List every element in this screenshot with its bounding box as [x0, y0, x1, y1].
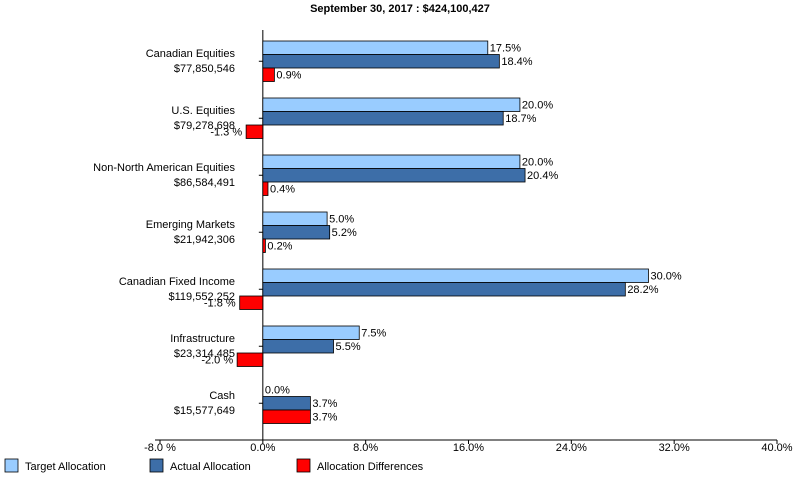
bar	[245, 124, 264, 139]
bar	[262, 396, 311, 411]
value-label: 20.4%	[527, 170, 558, 182]
bar	[262, 339, 334, 354]
bar	[262, 154, 521, 169]
x-tick-label: 32.0%	[659, 442, 690, 454]
bar	[262, 282, 626, 297]
value-label: -1.8 %	[204, 298, 236, 310]
bar	[262, 97, 521, 112]
value-label: 5.2%	[332, 227, 357, 239]
bar	[262, 409, 311, 424]
value-label: 20.0%	[522, 100, 553, 112]
chart-title: September 30, 2017 : $424,100,427	[310, 3, 490, 15]
legend-swatch	[4, 458, 19, 473]
value-label: 28.2%	[627, 284, 658, 296]
bar	[262, 168, 526, 183]
category-label: Canadian Fixed Income	[119, 276, 235, 288]
value-label: 5.0%	[329, 214, 354, 226]
bar	[262, 325, 360, 340]
value-label: 3.7%	[312, 398, 337, 410]
value-label: 3.7%	[312, 412, 337, 424]
category-amount: $77,850,546	[174, 63, 235, 75]
bar	[262, 111, 504, 126]
category-label: Emerging Markets	[146, 219, 236, 231]
value-label: 20.0%	[522, 157, 553, 169]
value-label: 18.7%	[505, 113, 536, 125]
value-label: 18.4%	[501, 56, 532, 68]
bar	[262, 225, 331, 240]
bar	[239, 295, 264, 310]
category-label: Non-North American Equities	[93, 162, 235, 174]
x-tick-label: -8.0 %	[144, 442, 176, 454]
legend-swatch	[296, 458, 311, 473]
category-amount: $86,584,491	[174, 177, 235, 189]
legend-label: Target Allocation	[25, 461, 106, 473]
bar	[236, 352, 264, 367]
bar	[262, 238, 266, 253]
value-label: -1.3 %	[210, 127, 242, 139]
category-amount: $119,552,252	[169, 291, 235, 303]
bar	[262, 268, 649, 283]
category-amount: $15,577,649	[174, 405, 235, 417]
legend-label: Actual Allocation	[170, 461, 251, 473]
category-label: Canadian Equities	[146, 48, 236, 60]
category-amount: $21,942,306	[174, 234, 235, 246]
category-amount: $23,314,485	[174, 348, 235, 360]
value-label: -2.0 %	[201, 355, 233, 367]
bar	[262, 181, 269, 196]
legend-label: Allocation Differences	[317, 461, 424, 473]
legend-swatch	[149, 458, 164, 473]
bar	[262, 54, 500, 69]
x-tick-label: 24.0%	[556, 442, 587, 454]
category-label: Cash	[209, 390, 235, 402]
value-label: 0.4%	[270, 184, 295, 196]
value-label: 30.0%	[650, 271, 681, 283]
bar	[262, 67, 275, 82]
x-tick-label: 0.0%	[250, 442, 275, 454]
category-label: U.S. Equities	[171, 105, 235, 117]
value-label: 0.2%	[267, 241, 292, 253]
x-tick-label: 16.0%	[453, 442, 484, 454]
category-amount: $79,278,698	[174, 120, 235, 132]
value-label: 0.9%	[276, 70, 301, 82]
value-label: 17.5%	[490, 43, 521, 55]
bar	[262, 211, 328, 226]
x-tick-label: 8.0%	[353, 442, 378, 454]
x-tick-label: 40.0%	[761, 442, 792, 454]
value-label: 0.0%	[265, 385, 290, 397]
bar	[262, 40, 489, 55]
value-label: 7.5%	[361, 328, 386, 340]
value-label: 5.5%	[336, 341, 361, 353]
category-label: Infrastructure	[170, 333, 235, 345]
